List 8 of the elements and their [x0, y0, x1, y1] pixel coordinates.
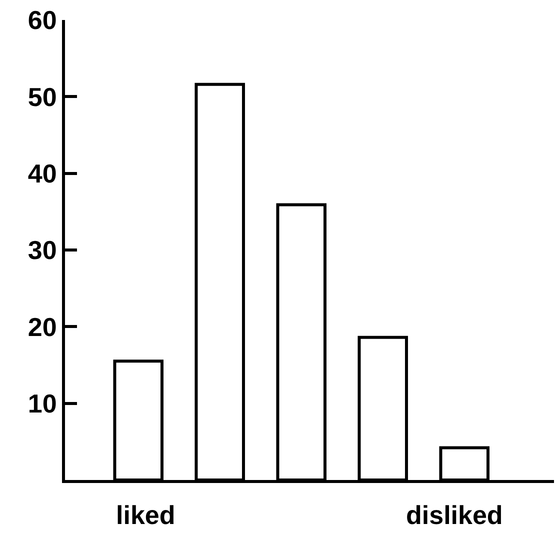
- y-tick-label: 10: [28, 388, 57, 418]
- text: liked: [116, 500, 176, 530]
- y-tick-label: 20: [28, 312, 57, 342]
- y-tick-label: 50: [28, 82, 57, 112]
- y-tick-label: 30: [28, 235, 57, 266]
- y-tick-label: 60: [28, 5, 57, 36]
- text: disliked: [406, 500, 503, 530]
- y-tick-label: 40: [28, 158, 57, 188]
